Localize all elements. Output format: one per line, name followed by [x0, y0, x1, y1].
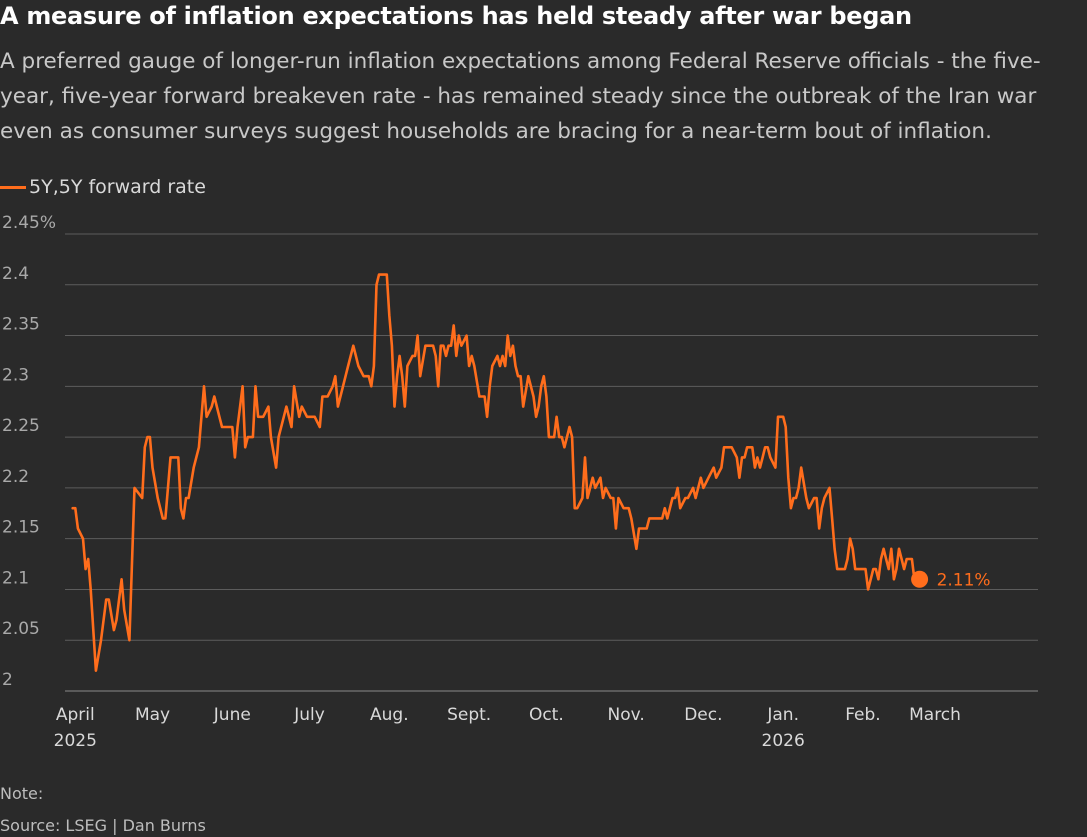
legend: 5Y,5Y forward rate — [0, 175, 206, 199]
y-tick-label: 2.25 — [2, 416, 40, 436]
y-tick-label: 2.05 — [2, 619, 40, 639]
y-tick-label: 2.4 — [2, 264, 29, 284]
end-point-marker — [911, 570, 929, 588]
x-tick-label: Oct. — [529, 705, 564, 725]
series-line — [71, 273, 921, 672]
y-tick-label: 2.2 — [2, 467, 29, 487]
x-tick-sublabel: 2026 — [762, 731, 805, 751]
y-tick-label: 2.3 — [2, 365, 29, 385]
x-tick-label: March — [909, 705, 961, 725]
chart-title: A measure of inflation expectations has … — [0, 2, 912, 30]
x-tick-label: Dec. — [684, 705, 722, 725]
x-tick-label: Feb. — [845, 705, 881, 725]
y-tick-label: 2.15 — [2, 518, 40, 538]
chart-source: Source: LSEG | Dan Burns — [0, 816, 206, 835]
chart-subtitle: A preferred gauge of longer-run inflatio… — [0, 49, 1041, 144]
chart-note: Note: — [0, 784, 44, 803]
x-tick-label: Jan. — [766, 705, 799, 725]
x-tick-label: July — [293, 705, 325, 725]
y-tick-label: 2.45% — [2, 213, 56, 233]
y-tick-label: 2.35 — [2, 315, 40, 335]
y-tick-label: 2.1 — [2, 568, 29, 588]
x-tick-label: Aug. — [370, 705, 409, 725]
x-tick-sublabel: 2025 — [54, 731, 97, 751]
x-tick-label: April — [56, 705, 95, 725]
x-tick-label: Nov. — [608, 705, 645, 725]
x-tick-label: June — [213, 705, 251, 725]
x-tick-label: May — [135, 705, 170, 725]
legend-label: 5Y,5Y forward rate — [29, 176, 206, 198]
legend-swatch — [0, 185, 26, 189]
end-value-label: 2.11% — [937, 570, 991, 590]
x-tick-label: Sept. — [447, 705, 491, 725]
y-tick-label: 2 — [2, 670, 13, 690]
